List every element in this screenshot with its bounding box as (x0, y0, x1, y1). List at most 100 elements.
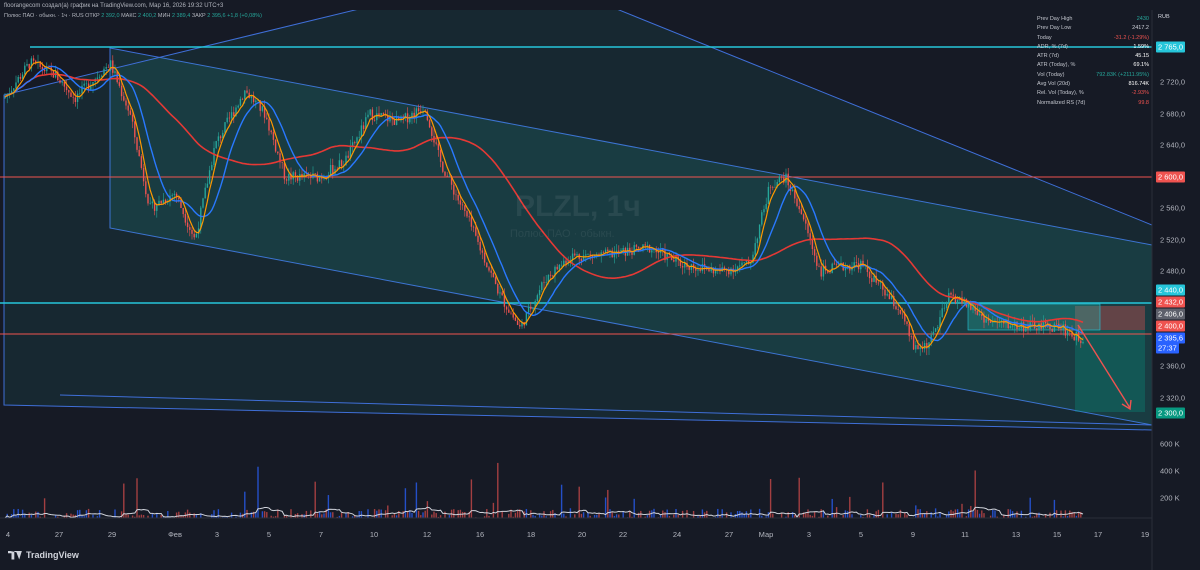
candle-body (389, 116, 391, 122)
volume-tick-label: 400 K (1160, 466, 1180, 476)
volume-bar (506, 520, 507, 525)
price-tag: 2 765,0 (1156, 41, 1186, 53)
volume-bar (142, 514, 145, 518)
tradingview-logo[interactable]: TradingView (8, 550, 79, 560)
candle-body (431, 127, 433, 136)
volume-bar (926, 511, 928, 518)
stats-value: 2430 (1136, 16, 1149, 22)
volume-bar (367, 509, 369, 518)
volume-bar (569, 508, 572, 518)
volume-bar (636, 521, 637, 525)
volume-bar (1044, 514, 1047, 518)
volume-bar (1003, 514, 1005, 518)
volume-bar (334, 520, 335, 525)
x-tick-label: 4 (5, 530, 11, 539)
candle-body (521, 322, 523, 327)
candle-body (371, 109, 374, 120)
candle-body (338, 160, 341, 170)
volume-bar (913, 519, 914, 525)
volume-bar (48, 519, 49, 525)
candle-body (560, 264, 563, 266)
candle-body (230, 112, 233, 119)
volume-bar (981, 510, 983, 518)
volume-bar (813, 511, 816, 518)
candle-body (853, 262, 855, 267)
candle-body (1007, 319, 1009, 329)
candle-body (681, 265, 684, 268)
candle-body (565, 260, 567, 264)
volume-bar (598, 513, 600, 518)
candle-body (382, 113, 385, 115)
volume-bar (842, 515, 844, 518)
low-label: МИН (157, 13, 171, 19)
volume-bar (277, 509, 279, 518)
low-value: 2 389,4 (171, 13, 191, 19)
volume-bar (917, 509, 919, 518)
currency-label[interactable]: RUB (1158, 14, 1170, 20)
volume-bar (548, 519, 549, 525)
volume-bar (890, 512, 893, 518)
candle-body (708, 269, 710, 272)
candle-body (123, 96, 125, 101)
volume-bar (158, 517, 160, 518)
volume-bar (244, 491, 246, 518)
volume-bar (279, 518, 280, 525)
volume-bar (257, 466, 259, 518)
candle-body (888, 294, 891, 300)
change-value: +1,8 (+0,08%) (227, 13, 262, 19)
candle-body (373, 119, 376, 121)
candle-body (239, 98, 242, 106)
candle-body (244, 90, 246, 100)
x-tick-label: 29 (107, 530, 117, 539)
candle-body (831, 263, 833, 274)
candle-body (274, 139, 277, 152)
stats-value: 45.15 (1135, 53, 1149, 60)
volume-bar (717, 508, 719, 518)
stats-label: Prev Day Low (1037, 25, 1072, 32)
volume-bar (393, 513, 396, 518)
volume-bar (79, 509, 81, 518)
candle-body (917, 345, 919, 350)
candle-body (580, 258, 583, 261)
candle-body (211, 165, 213, 171)
candle-body (697, 269, 699, 271)
candle-body (981, 314, 983, 317)
volume-bar (72, 514, 74, 518)
volume-bar (499, 521, 500, 525)
volume-bar (316, 513, 319, 518)
volume-bar (156, 513, 158, 518)
candle-body (967, 304, 970, 307)
candle-body (224, 122, 226, 133)
candle-body (635, 245, 638, 247)
candle-body (699, 269, 701, 272)
symbol-legend[interactable]: Полюс ПАО · обыкн. · 1ч · RUS ОТКР 2 392… (4, 13, 262, 19)
volume-bar (299, 519, 300, 525)
candle-body (1075, 331, 1078, 341)
volume-bar (967, 509, 970, 518)
volume-bar (391, 515, 393, 518)
volume-bar (752, 519, 753, 525)
volume-bar (20, 519, 21, 525)
volume-bar (998, 517, 1001, 518)
volume-bar (611, 512, 613, 518)
candle-body (1009, 326, 1012, 329)
candle-body (202, 198, 204, 208)
candle-body (105, 67, 107, 69)
candle-body (252, 96, 255, 103)
candle-body (490, 270, 492, 273)
volume-bar (249, 519, 250, 525)
volume-bar (974, 470, 976, 518)
stats-label: ATR (7d) (1037, 53, 1059, 60)
ma-mid-line (4, 65, 1084, 342)
candle-body (204, 187, 206, 199)
candle-body (270, 130, 272, 133)
candle-body (195, 233, 198, 238)
volume-bar (699, 515, 701, 518)
candle-body (417, 108, 420, 112)
volume-bar (994, 510, 996, 518)
price-tag: 2 300,0 (1156, 407, 1186, 419)
channel-bottom-line (59, 394, 1152, 426)
candle-body (772, 187, 774, 188)
candle-body (98, 76, 101, 78)
